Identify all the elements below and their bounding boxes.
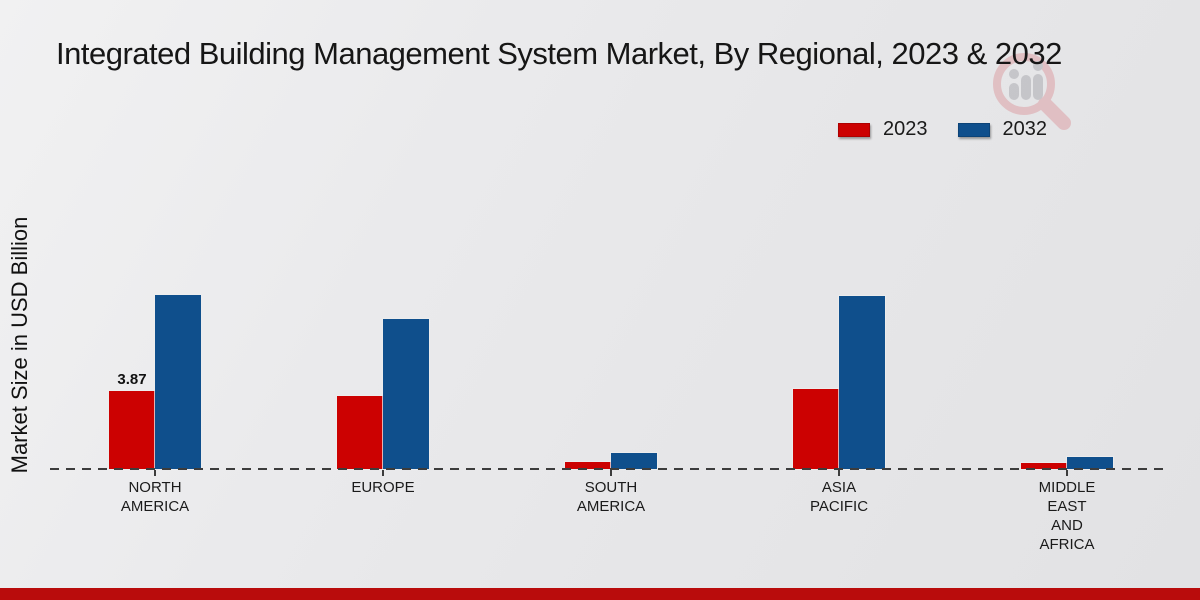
- bar-2023-south-america: [565, 462, 611, 469]
- footer-accent-band: [0, 588, 1200, 600]
- x-axis-label-asia-pacific: ASIA PACIFIC: [809, 479, 869, 515]
- y-axis-title: Market Size in USD Billion: [7, 216, 32, 474]
- magnifier-bar-chart-logo-icon: [986, 50, 1078, 137]
- bar-2032-middle-east-and-africa: [1067, 457, 1113, 469]
- legend-item-2032: 2032: [957, 118, 1048, 141]
- bar-2032-south-america: [611, 453, 657, 469]
- x-tick-north-america: [154, 470, 156, 476]
- x-axis-label-middle-east-and-africa: MIDDLE EAST AND AFRICA: [1038, 479, 1096, 553]
- legend-label-2023: 2023: [883, 118, 928, 140]
- chart-title: Integrated Building Management System Ma…: [56, 36, 1062, 71]
- bar-value-label-2023: 3.87: [117, 371, 147, 388]
- bar-2032-north-america: [155, 295, 201, 469]
- x-axis-label-south-america: SOUTH AMERICA: [576, 479, 646, 515]
- x-tick-south-america: [610, 470, 612, 476]
- bar-2023-asia-pacific: [793, 389, 839, 469]
- x-tick-europe: [382, 470, 384, 476]
- legend-swatch-2032: [957, 122, 990, 137]
- bar-2032-asia-pacific: [839, 296, 885, 469]
- legend: 2023 2032: [838, 118, 1047, 141]
- legend-label-2032: 2032: [1002, 118, 1048, 140]
- x-tick-middle-east-and-africa: [1066, 470, 1068, 476]
- x-tick-asia-pacific: [838, 470, 840, 476]
- bar-2023-middle-east-and-africa: [1021, 463, 1067, 469]
- legend-swatch-2023: [838, 122, 870, 137]
- legend-item-2023: 2023: [838, 118, 928, 141]
- x-axis-label-europe: EUROPE: [351, 479, 415, 496]
- bar-2023-north-america: [109, 391, 155, 469]
- x-axis-baseline: [50, 468, 1164, 470]
- x-axis-label-north-america: NORTH AMERICA: [120, 479, 190, 515]
- bar-2023-europe: [337, 396, 383, 469]
- bar-2032-europe: [383, 319, 429, 469]
